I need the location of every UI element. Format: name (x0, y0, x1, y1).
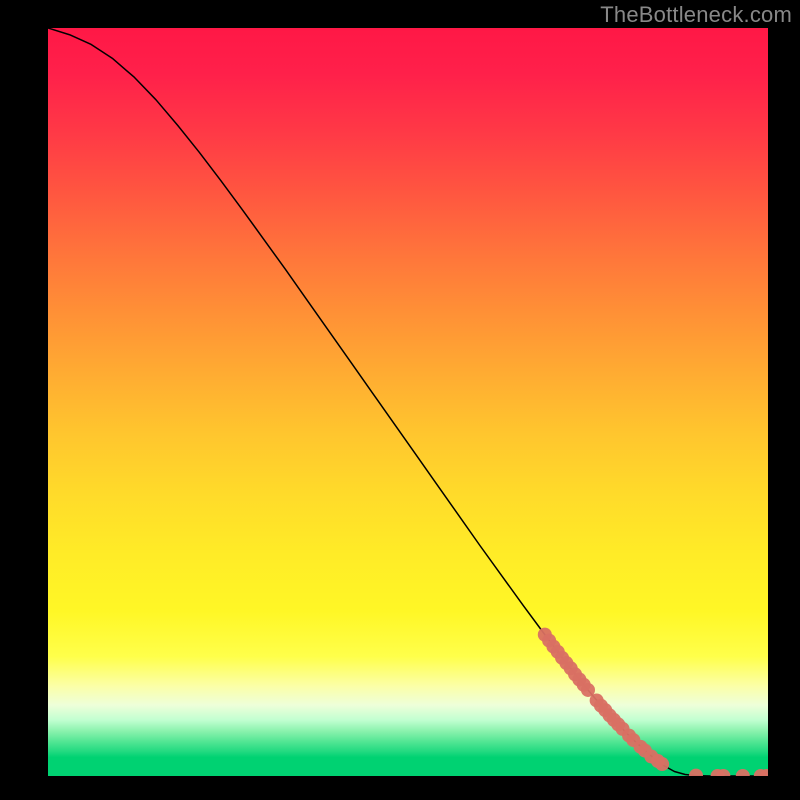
chart-background (48, 28, 768, 776)
bottleneck-chart (48, 28, 768, 776)
watermark-label: TheBottleneck.com (600, 2, 792, 28)
data-point (655, 757, 669, 771)
figure-root: TheBottleneck.com (0, 0, 800, 800)
